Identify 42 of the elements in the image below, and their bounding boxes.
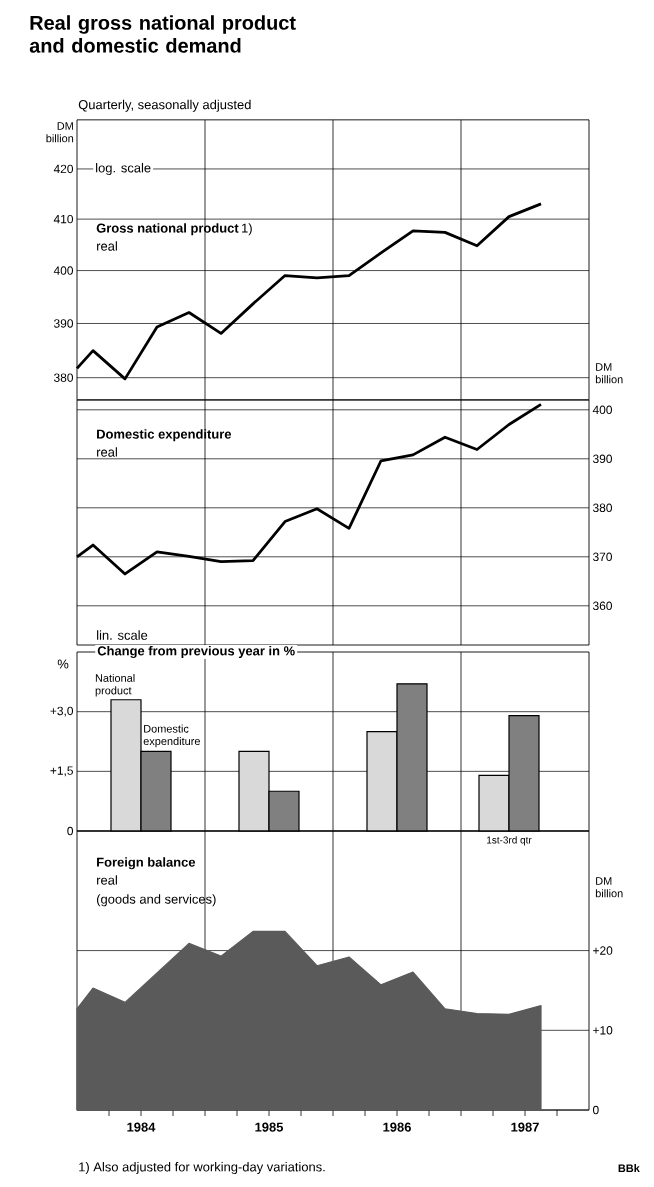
text: Gross national product [96,223,239,236]
chart-title: Change from previous year in % [97,645,295,659]
text: BBk [618,1164,640,1172]
annotation: real [97,241,117,251]
y-tick-label: 380 [53,373,74,382]
y-tick-label: 400 [592,405,612,415]
y-tick-label: 360 [592,601,612,611]
y-tick-label: 0 [592,1105,599,1115]
y-tick-label: +1,5 [50,766,73,777]
annotation: lin. scale [97,630,148,640]
y-axis-title: DM billion [595,363,623,384]
y-axis-title: DM billion [46,122,74,143]
chart-title: Real gross national product and domestic demand [29,15,296,53]
y-axis-title: % [57,659,69,669]
annotation: (goods and services) [97,894,216,907]
y-tick-label: 390 [592,454,612,464]
y-tick-label: 380 [592,503,612,513]
annotation: 1st-3rd qtr [487,836,532,846]
y-tick-label: 0 [67,826,74,836]
series-label: National product [95,673,135,697]
y-axis-title: DM billion [595,877,623,898]
y-tick-label: 410 [53,214,74,224]
text: 1) Also adjusted for working-day variations. [79,1161,325,1175]
y-tick-label: +10 [593,1026,613,1035]
y-tick-label: +20 [593,946,613,955]
annotation: 1) [242,223,252,236]
y-tick-label: 400 [53,266,74,275]
annotation: real [97,875,117,885]
text: Domestic expenditure [97,429,232,442]
y-tick-label: 370 [592,552,612,562]
annotation: log. scale [96,162,151,176]
x-tick-label: 1985 [255,1122,284,1132]
x-tick-label: 1984 [127,1122,156,1132]
y-tick-label: 420 [53,164,74,174]
x-tick-label: 1987 [511,1122,539,1132]
series-label: Domestic expenditure [143,724,200,748]
chart-subtitle: Quarterly, seasonally adjusted [78,99,251,112]
x-tick-label: 1986 [383,1122,411,1132]
y-tick-label: 390 [53,319,74,328]
y-tick-label: +3,0 [50,706,74,717]
text: Foreign balance [97,857,196,870]
annotation: real [97,447,117,457]
